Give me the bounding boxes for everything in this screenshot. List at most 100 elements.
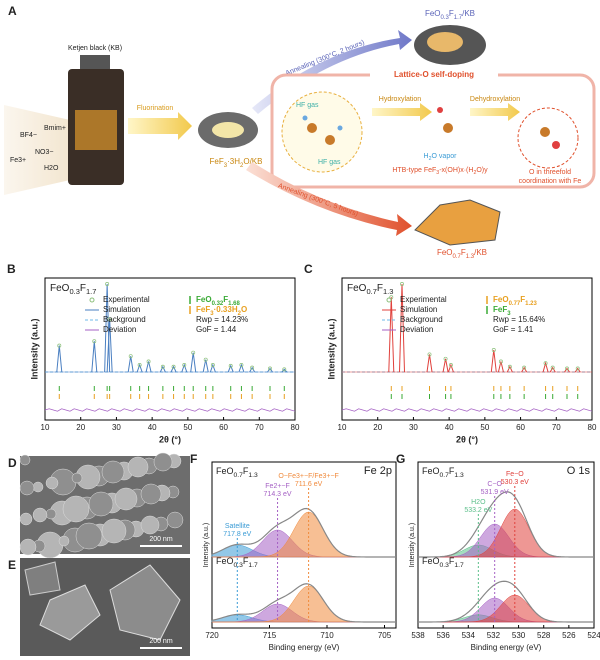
- experimental-point: [389, 295, 394, 300]
- scale-label: 200 nm: [149, 536, 173, 543]
- sample-label: FeO0.7F1.3: [347, 283, 393, 297]
- vapor-label: H2O vapor: [424, 153, 458, 163]
- plot-frame: [341, 277, 593, 421]
- experimental-point: [182, 363, 187, 367]
- reagent: Bmim+: [44, 125, 66, 132]
- step-label: Hydroxylation: [379, 96, 422, 103]
- experimental-point: [448, 363, 453, 367]
- crystal: [39, 584, 101, 641]
- x-tick-label: 60: [516, 423, 525, 432]
- product-label: FeO0.7F1.3/KB: [437, 248, 487, 259]
- x-tick-label: 80: [291, 423, 300, 432]
- panel-label: E: [8, 558, 16, 572]
- x-tick-label: 40: [148, 423, 157, 432]
- y-axis-label: Intensity (a.u.): [409, 523, 416, 567]
- arrow: [252, 30, 412, 114]
- experimental-point: [565, 366, 569, 371]
- peak: [202, 359, 209, 373]
- legend-label: Simulation: [400, 305, 437, 314]
- x-axis-label: Binding energy (eV): [269, 643, 340, 652]
- x-tick-label: 70: [552, 423, 561, 432]
- route-label: Annealing (300°C, 2 hours): [284, 38, 365, 77]
- peak-name: H2O: [471, 499, 486, 506]
- sample-label: FeO0.3F1.7: [50, 283, 96, 297]
- peak-energy: 717.8 eV: [223, 531, 251, 538]
- particle: [19, 538, 37, 556]
- peak-energy: 530.3 eV: [501, 479, 529, 486]
- sample-label: FeO0.7F1.3: [216, 466, 258, 479]
- particle: [101, 518, 127, 544]
- legend-marker: [386, 297, 392, 303]
- deviation: [44, 408, 296, 412]
- arrow: [246, 162, 412, 236]
- zone: [281, 91, 363, 173]
- panel-label: D: [8, 456, 17, 470]
- peak: [564, 367, 570, 373]
- particle: [75, 522, 103, 550]
- peak-energy: 711.6 eV: [295, 481, 323, 488]
- box-title: Lattice-O self-doping: [394, 70, 474, 79]
- particle: [19, 454, 31, 466]
- x-tick-label: 70: [255, 423, 264, 432]
- experimental-point: [171, 364, 176, 369]
- coord-label: coordination with Fe: [519, 178, 582, 185]
- experimental-point: [400, 282, 404, 286]
- peak-name: Fe−O: [506, 471, 524, 478]
- rwp-label: Rwp = 14.23%: [196, 315, 248, 324]
- x-tick-label: 20: [373, 423, 382, 432]
- phase-label: FeF3: [493, 305, 511, 316]
- x-tick-label: 530: [512, 631, 526, 640]
- y-axis-label: Intensity (a.u.): [326, 318, 336, 379]
- peak-energy: 533.2 eV: [464, 507, 492, 514]
- experimental-point: [550, 365, 555, 370]
- legend-label: Background: [103, 315, 146, 324]
- sem-texture: [19, 452, 184, 559]
- peak: [497, 361, 504, 373]
- x-tick-label: 20: [76, 423, 85, 432]
- panel-title: O 1s: [567, 465, 591, 477]
- particle: [114, 487, 138, 511]
- x-axis-label: 2θ (°): [456, 434, 478, 444]
- x-tick-label: 50: [480, 423, 489, 432]
- x-tick-label: 705: [378, 631, 392, 640]
- peak: [159, 365, 166, 373]
- particle: [127, 456, 149, 478]
- jar-lid: [80, 55, 110, 69]
- legend-marker: [89, 297, 95, 303]
- experimental-point: [92, 339, 97, 344]
- zone: [517, 107, 579, 169]
- particle: [32, 481, 44, 493]
- x-axis-label: Binding energy (eV): [471, 643, 542, 652]
- gof-label: GoF = 1.44: [196, 325, 237, 334]
- x-tick-label: 534: [462, 631, 476, 640]
- envelope: [211, 583, 396, 623]
- experimental-point: [522, 365, 527, 370]
- y-axis-label: Intensity (a.u.): [203, 523, 210, 567]
- peak: [549, 366, 556, 373]
- gas-label: HF gas: [296, 102, 319, 109]
- experimental-point: [107, 317, 112, 322]
- particle: [88, 491, 114, 517]
- x-tick-label: 528: [537, 631, 551, 640]
- x-tick-label: 80: [588, 423, 597, 432]
- plot-frame: [417, 461, 595, 629]
- x-tick-label: 30: [409, 423, 418, 432]
- peak: [506, 365, 513, 373]
- plot-frame: [44, 277, 296, 421]
- molecules: [302, 107, 560, 149]
- box-title-bg: [370, 69, 498, 81]
- particle: [58, 535, 70, 547]
- peak: [170, 365, 177, 373]
- kb-label: Ketjen black (KB): [68, 45, 122, 52]
- sample-label: FeO0.7F1.3: [422, 466, 464, 479]
- legend-label: Background: [400, 315, 443, 324]
- experimental-point: [507, 364, 512, 369]
- phase-label: FeO0.32F1.68: [196, 295, 240, 306]
- legend-label: Deviation: [103, 325, 136, 334]
- experimental-point: [427, 352, 432, 357]
- experimental-point: [128, 354, 133, 359]
- x-tick-label: 532: [487, 631, 501, 640]
- panel-label: G: [396, 452, 405, 466]
- experimental-point: [443, 356, 448, 361]
